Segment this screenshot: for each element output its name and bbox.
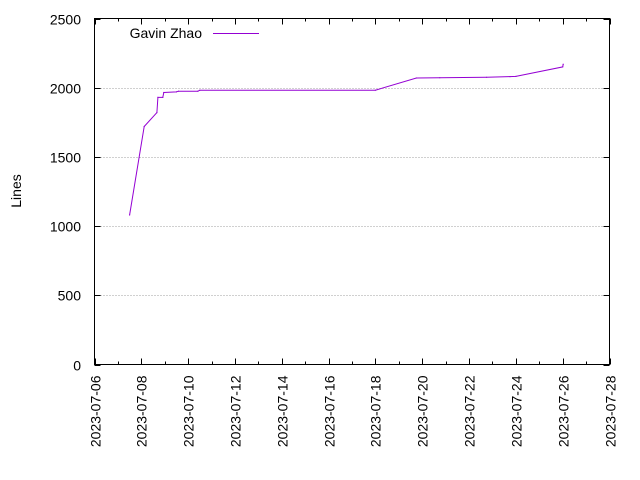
data-point (143, 125, 145, 128)
x-tick-label: 2023-07-12 (228, 375, 244, 447)
data-point (439, 77, 441, 79)
x-tick-label: 2023-07-10 (181, 375, 197, 447)
x-tick-label: 2023-07-18 (368, 375, 384, 447)
y-tick-label: 1000 (50, 219, 81, 235)
x-tick-label: 2023-07-08 (134, 375, 150, 447)
plot-frame (94, 18, 610, 365)
data-point (562, 66, 564, 68)
x-tick-label: 2023-07-28 (603, 375, 619, 447)
data-point (156, 112, 158, 114)
data-point (509, 76, 511, 78)
x-tick-label: 2023-07-20 (415, 375, 431, 447)
data-point (157, 96, 159, 98)
x-tick-label: 2023-07-16 (322, 375, 338, 447)
grid-lines (94, 88, 610, 296)
x-tick-label: 2023-07-14 (275, 375, 291, 447)
data-point (562, 63, 564, 65)
data-point (162, 96, 164, 98)
data-point (515, 75, 517, 77)
legend-label: Gavin Zhao (130, 25, 203, 41)
y-tick-label: 500 (58, 288, 82, 304)
data-point (374, 89, 376, 91)
x-axis: 2023-07-06 2023-07-08 2023-07-10 2023-07-12… (88, 18, 619, 447)
x-tick-label: 2023-07-22 (462, 375, 478, 447)
data-point (175, 91, 177, 93)
data-point (177, 90, 179, 92)
legend: Gavin Zhao (130, 25, 259, 41)
y-tick-label: 0 (73, 358, 81, 374)
y-tick-label: 2500 (50, 12, 81, 28)
y-axis-label: Lines (8, 174, 24, 207)
data-point (415, 77, 417, 79)
x-tick-label: 2023-07-26 (556, 375, 572, 447)
y-axis: 0 500 1000 1500 2000 2500 (50, 12, 610, 374)
x-tick-label: 2023-07-24 (509, 375, 525, 447)
series-line (129, 64, 564, 216)
y-tick-label: 1500 (50, 150, 81, 166)
data-point (163, 91, 165, 94)
data-point (486, 76, 488, 78)
data-point (129, 214, 131, 216)
data-point (199, 89, 201, 91)
series-layer (129, 63, 564, 216)
data-point (197, 90, 199, 92)
x-tick-label: 2023-07-06 (88, 375, 104, 447)
y-tick-label: 2000 (50, 81, 81, 97)
